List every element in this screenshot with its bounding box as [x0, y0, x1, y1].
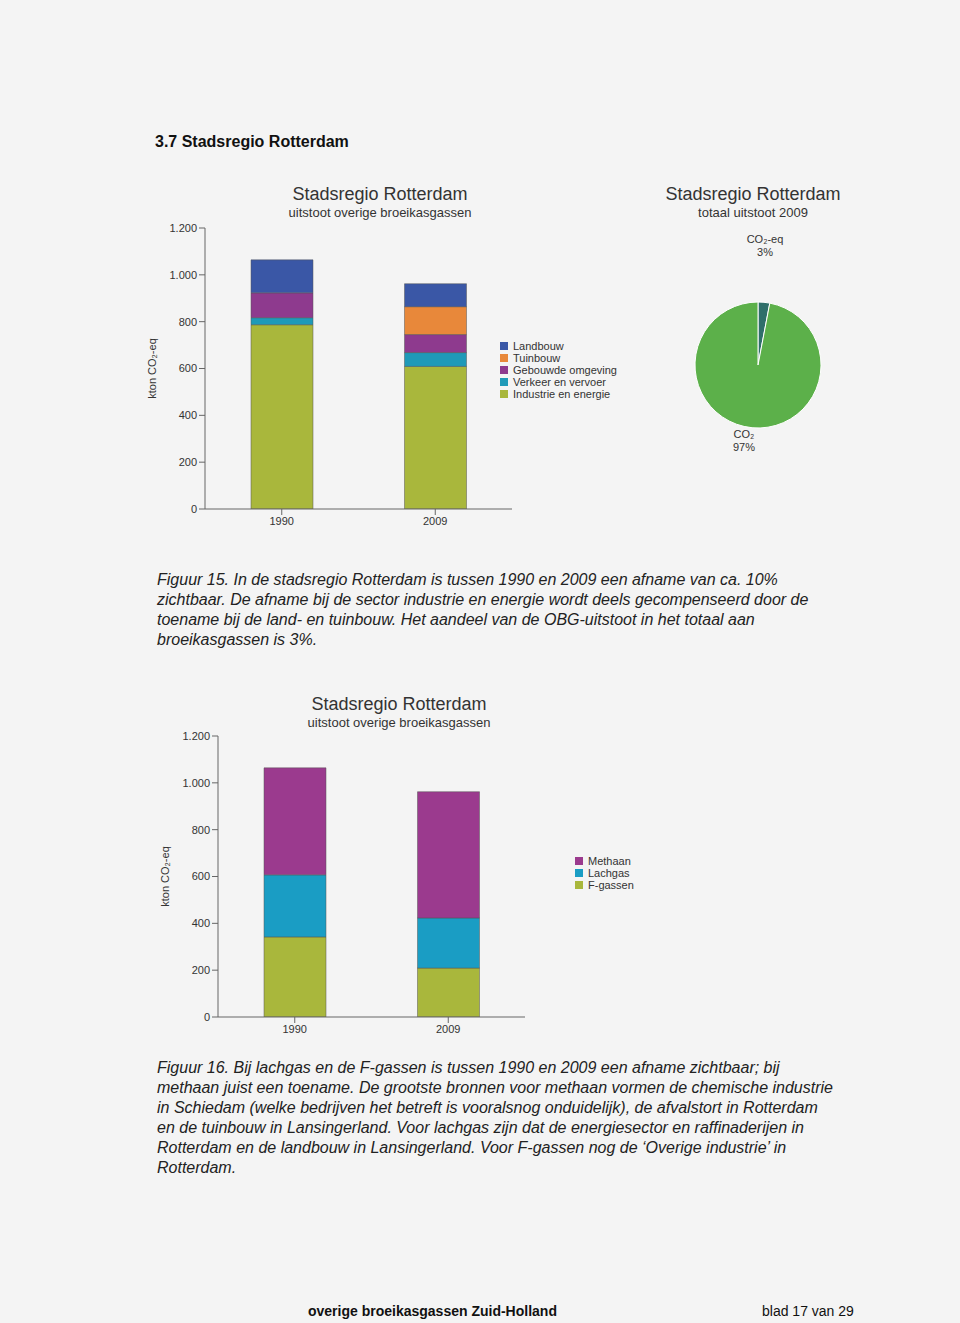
html-text:Stadsregio Rotterdam: Stadsregio Rotterdam	[292, 184, 468, 204]
html-text:Landbouw: Landbouw	[513, 340, 564, 352]
svg-text:2009: 2009	[423, 515, 447, 527]
svg-text:1990: 1990	[270, 515, 294, 527]
svg-text:800: 800	[192, 824, 210, 836]
svg-text:600: 600	[179, 362, 197, 374]
svg-text:800: 800	[179, 316, 197, 328]
html-text:totaal uitstoot 2009: totaal uitstoot 2009	[698, 205, 808, 220]
html-text:Tuinbouw: Tuinbouw	[513, 352, 561, 364]
html-text:overige broeikasgassen Zuid-Ho: overige broeikasgassen Zuid-Holland	[308, 1303, 557, 1319]
svg-text:1990: 1990	[283, 1023, 307, 1035]
svg-text:1.000: 1.000	[182, 777, 210, 789]
html-text:blad 17 van 29: blad 17 van 29	[762, 1303, 854, 1319]
html-text:Methaan: Methaan	[588, 855, 631, 867]
html-text:Lachgas: Lachgas	[588, 867, 630, 879]
svg-text:600: 600	[192, 870, 210, 882]
svg-text:400: 400	[192, 917, 210, 929]
svg-text:kton CO₂-eq: kton CO₂-eq	[159, 846, 171, 907]
html-text:uitstoot overige broeikasgasse: uitstoot overige broeikasgassen	[307, 715, 491, 730]
html-text:Gebouwde omgeving: Gebouwde omgeving	[513, 364, 617, 376]
html-text:Figuur 15. In de stadsregio Ro: Figuur 15. In de stadsregio Rotterdam is…	[157, 571, 809, 648]
html-text:uitstoot overige broeikasgasse: uitstoot overige broeikasgassen	[288, 205, 472, 220]
html-text:3%: 3%	[757, 246, 773, 258]
html-text:97%: 97%	[733, 441, 755, 453]
html-text:F-gassen: F-gassen	[588, 879, 634, 891]
html-text:Stadsregio Rotterdam: Stadsregio Rotterdam	[311, 694, 487, 714]
svg-text:0: 0	[204, 1011, 210, 1023]
svg-text:1.200: 1.200	[182, 730, 210, 742]
svg-text:kton CO₂-eq: kton CO₂-eq	[146, 338, 158, 399]
svg-text:1.200: 1.200	[169, 222, 197, 234]
html-text:CO₂: CO₂	[733, 428, 755, 440]
svg-text:2009: 2009	[436, 1023, 460, 1035]
svg-text:200: 200	[192, 964, 210, 976]
svg-text:200: 200	[179, 456, 197, 468]
html-text:Industrie en energie: Industrie en energie	[513, 388, 611, 400]
html-text:Verkeer en vervoer: Verkeer en vervoer	[513, 376, 606, 388]
svg-text:0: 0	[191, 503, 197, 515]
svg-text:1.000: 1.000	[169, 269, 197, 281]
svg-text:400: 400	[179, 409, 197, 421]
html-text:3.7 Stadsregio Rotterdam: 3.7 Stadsregio Rotterdam	[155, 133, 349, 150]
html-text:Figuur 16. Bij lachgas en de F: Figuur 16. Bij lachgas en de F-gassen is…	[157, 1059, 833, 1176]
html-text:Stadsregio Rotterdam: Stadsregio Rotterdam	[665, 184, 841, 204]
html-text:CO₂-eq: CO₂-eq	[746, 233, 784, 245]
